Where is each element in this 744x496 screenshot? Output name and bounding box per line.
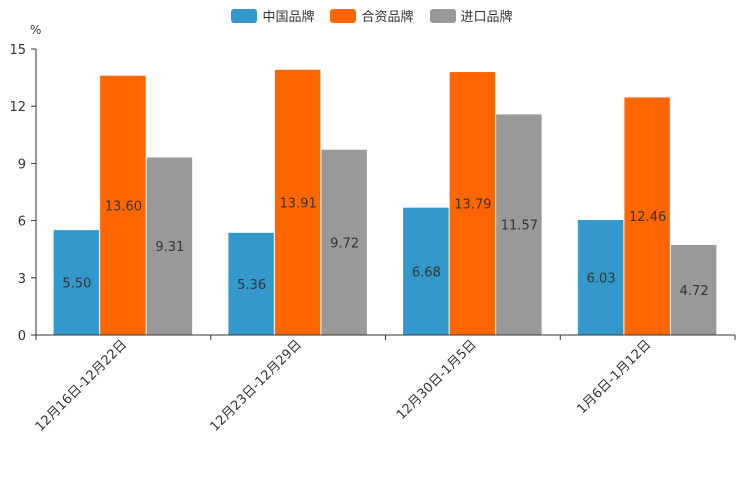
bars [53,69,717,336]
data-labels: 5.50 5.36 6.68 6.03 13.60 13.91 13.79 12.46 9.31… [62,196,708,299]
x-axis: 12月16日-12月22日 12月23日-12月29日 12月30日-1月5日 1月6… [33,334,736,435]
legend-item-import[interactable]: 进口品牌 [429,6,513,25]
bar [274,69,321,336]
legend-label-joint: 合资品牌 [361,10,414,25]
data-label: 5.50 [62,277,91,292]
data-label: 9.31 [155,240,184,255]
bar [228,232,274,335]
y-axis-unit: % [30,23,41,37]
data-label: 5.36 [237,278,266,293]
bar [146,157,193,335]
bar [670,245,717,335]
x-tick-label: 12月23日-12月29日 [207,337,304,434]
y-tick-label: 9 [18,157,26,172]
data-label: 4.72 [680,284,709,299]
y-tick-label: 3 [18,272,26,287]
y-tick-label: 0 [18,329,26,344]
x-tick-label: 12月16日-12月22日 [33,337,130,434]
bar [403,207,449,335]
bar [624,97,670,335]
data-label: 12.46 [629,210,666,225]
bar [577,220,624,335]
legend-label-import: 进口品牌 [460,10,513,25]
bar [100,75,146,336]
bar [496,114,542,335]
bar [321,149,367,335]
data-label: 6.68 [412,265,441,280]
data-label: 6.03 [587,272,616,287]
y-tick-label: 12 [9,100,26,115]
legend-swatch-china [231,8,258,23]
y-axis: 0 3 6 9 12 15 [9,43,37,344]
data-label: 11.57 [501,219,538,234]
bar [449,72,496,335]
legend: 中国品牌 合资品牌 进口品牌 [0,6,744,25]
legend-label-china: 中国品牌 [262,10,315,25]
x-tick-label: 1月6日-1月12日 [575,337,655,417]
x-tick-label: 12月30日-1月5日 [394,337,480,423]
legend-swatch-joint [330,8,357,23]
data-label: 13.79 [454,198,491,213]
data-label: 13.91 [280,196,317,211]
legend-swatch-import [429,8,456,23]
data-label: 13.60 [105,199,142,214]
legend-item-china[interactable]: 中国品牌 [231,6,314,25]
y-tick-label: 6 [18,215,26,230]
y-tick-label: 15 [9,43,26,58]
legend-item-joint[interactable]: 合资品牌 [330,6,414,25]
bar [53,230,100,335]
data-label: 9.72 [330,236,359,251]
